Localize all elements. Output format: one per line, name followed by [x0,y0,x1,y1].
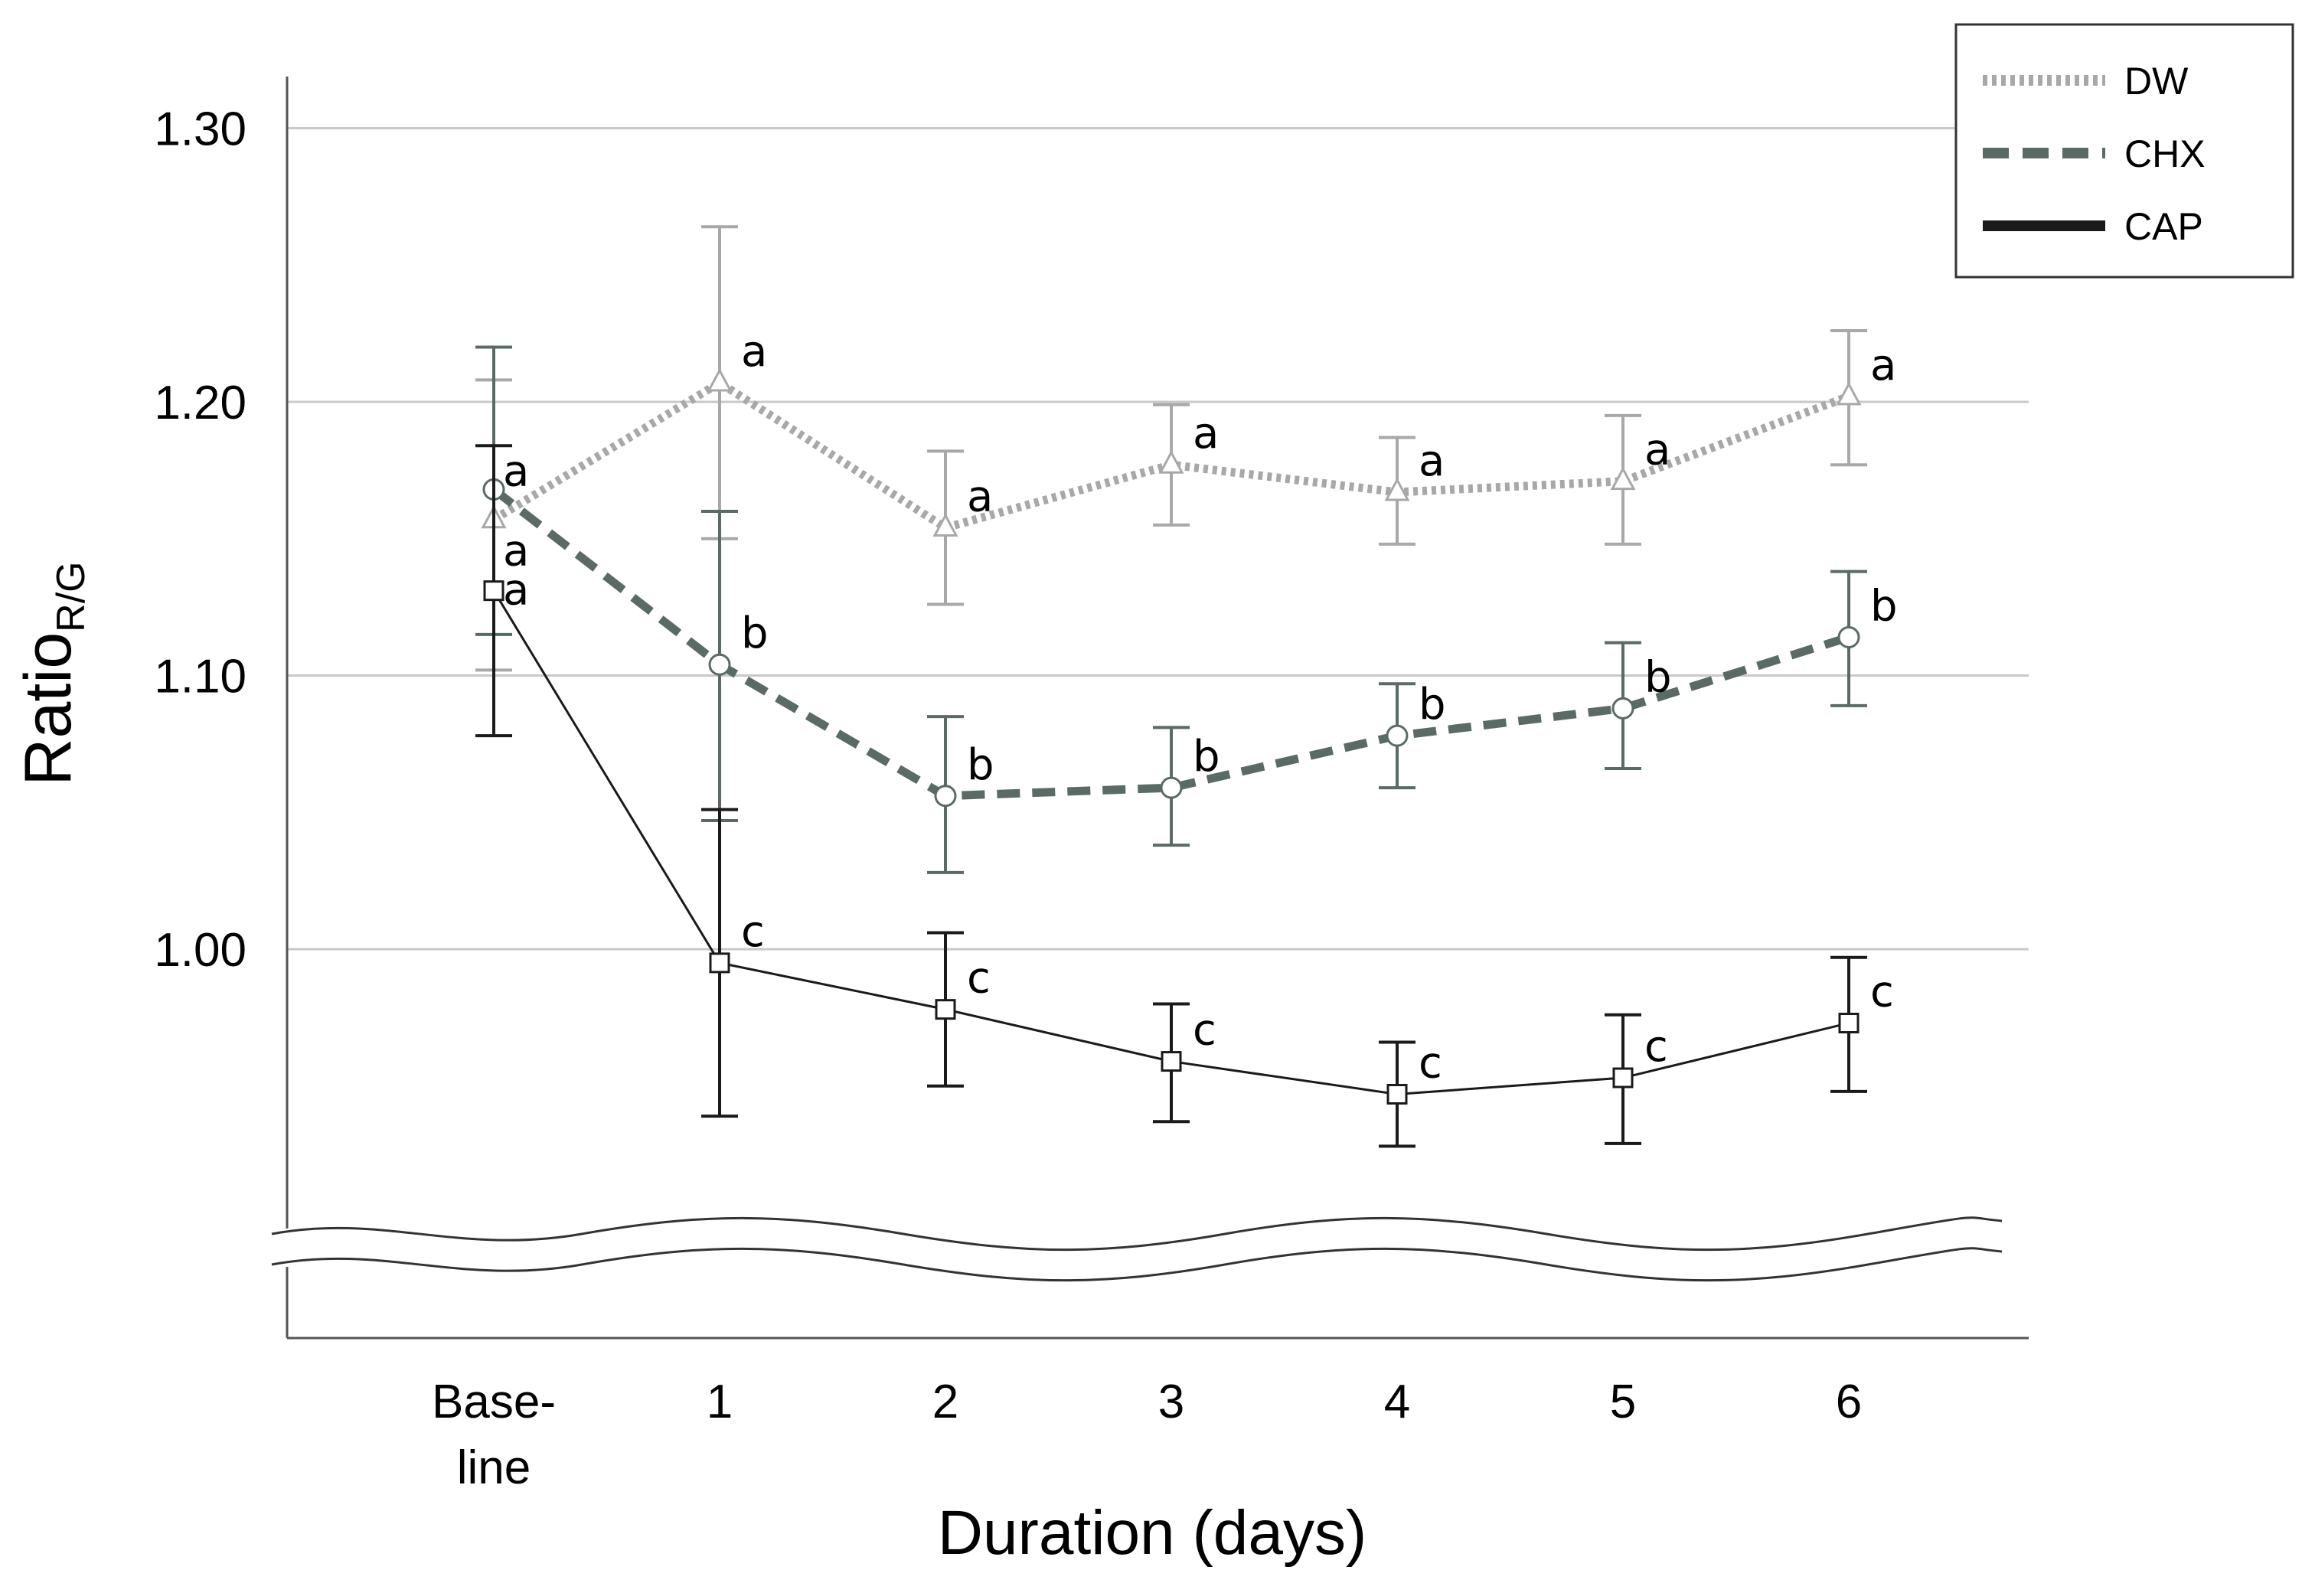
x-tick-label-line2: line [457,1441,531,1494]
significance-letter: b [1193,732,1220,782]
legend-item-chx: CHX [1983,132,2206,175]
legend: DW CHX CAP [1954,23,2294,279]
y-axis-title: RatioR/G [11,561,93,785]
x-tick-label: 1 [707,1376,733,1428]
series-cap: a c c c c c c [475,444,1894,1148]
data-point [709,952,730,974]
significance-letter: a [967,472,993,521]
significance-letter: c [1870,968,1894,1017]
significance-letter: c [741,907,765,957]
legend-item-cap: CAP [1983,205,2203,248]
data-point [1384,477,1410,501]
grid-lines [287,127,2029,951]
data-point [934,785,957,808]
data-point [1386,724,1409,747]
significance-letter: b [967,740,994,790]
significance-letter: a [1193,409,1219,459]
significance-letter: c [1419,1038,1442,1088]
x-tick-label: 4 [1384,1376,1410,1428]
legend-label: DW [2124,60,2189,103]
series-chx: a b b b b b b [475,345,1898,874]
legend-item-dw: DW [1983,60,2189,103]
data-point [1610,466,1636,491]
axis-break [271,1216,2010,1282]
significance-letter: a [503,566,529,615]
x-tick-labels: Base-line 1 2 3 4 5 6 [432,1376,1862,1494]
data-point [1836,381,1862,406]
data-point [1837,625,1860,648]
significance-letter: b [1419,680,1446,729]
x-tick-label: Base- [432,1376,556,1428]
significance-letter: b [741,609,769,658]
legend-label: CHX [2124,132,2206,175]
data-point [1161,1051,1182,1072]
significance-letter: c [1644,1022,1668,1072]
y-tick-label: 1.00 [154,924,247,977]
legend-box [1954,23,2294,279]
x-tick-label: 5 [1610,1376,1636,1428]
data-point [935,999,956,1020]
x-tick-label: 2 [932,1376,958,1428]
y-tick-label: 1.30 [154,103,247,156]
data-point [483,580,504,602]
significance-letter: c [1193,1006,1216,1056]
data-point [1386,1083,1408,1105]
legend-label: CAP [2124,205,2203,248]
significance-letter: a [741,327,767,377]
x-axis-title: Duration (days) [938,1498,1367,1568]
significance-letter: a [1419,436,1445,486]
y-tick-labels: 1.30 1.20 1.10 1.00 [154,103,247,978]
y-axis-title-main: Ratio [11,632,85,786]
significance-letter: b [1870,581,1898,631]
data-point [932,513,958,537]
significance-letter: a [503,527,529,576]
data-point [1160,776,1183,799]
significance-letter: c [967,954,991,1004]
y-tick-label: 1.20 [154,377,247,429]
significance-letter: a [1644,426,1670,475]
data-point [1158,450,1184,474]
x-tick-label: 3 [1158,1376,1184,1428]
data-point [708,653,731,676]
significance-letter: a [503,446,529,496]
data-point [1838,1013,1860,1034]
y-axis-title-subscript: R/G [49,561,93,632]
significance-letter: b [1644,652,1672,702]
significance-letter: a [1870,341,1896,390]
y-tick-label: 1.10 [154,651,247,703]
data-point [707,367,733,392]
data-point [1612,1067,1634,1088]
x-tick-label: 6 [1836,1376,1862,1428]
data-point [1611,697,1634,720]
